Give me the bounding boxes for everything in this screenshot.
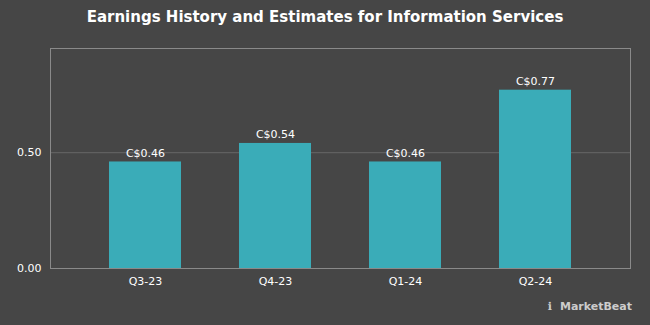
- html-text:Earnings History and Estimates: Earnings History and Estimates for Infor…: [86, 8, 564, 26]
- svg-text:C$0.54: C$0.54: [256, 128, 295, 141]
- svg-text:C$0.46: C$0.46: [126, 147, 165, 160]
- svg-text:Q3-23: Q3-23: [129, 275, 163, 288]
- svg-text:C$0.77: C$0.77: [516, 75, 555, 88]
- svg-text:Q1-24: Q1-24: [389, 275, 423, 288]
- svg-text:0.50: 0.50: [17, 146, 42, 159]
- svg-text:C$0.46: C$0.46: [386, 147, 425, 160]
- html-text:MarketBeat: MarketBeat: [559, 300, 632, 313]
- svg-text:Q2-24: Q2-24: [519, 275, 553, 288]
- svg-text:Q4-23: Q4-23: [259, 275, 293, 288]
- svg-text:0.00: 0.00: [17, 262, 42, 275]
- html-text:ℹ: ℹ: [547, 300, 552, 313]
